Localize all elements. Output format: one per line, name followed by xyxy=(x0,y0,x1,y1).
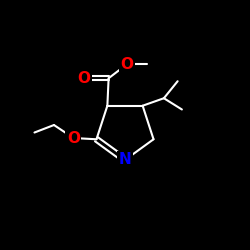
Text: N: N xyxy=(119,152,132,168)
Text: O: O xyxy=(67,130,80,146)
Text: O: O xyxy=(120,57,133,72)
Text: O: O xyxy=(77,71,90,86)
